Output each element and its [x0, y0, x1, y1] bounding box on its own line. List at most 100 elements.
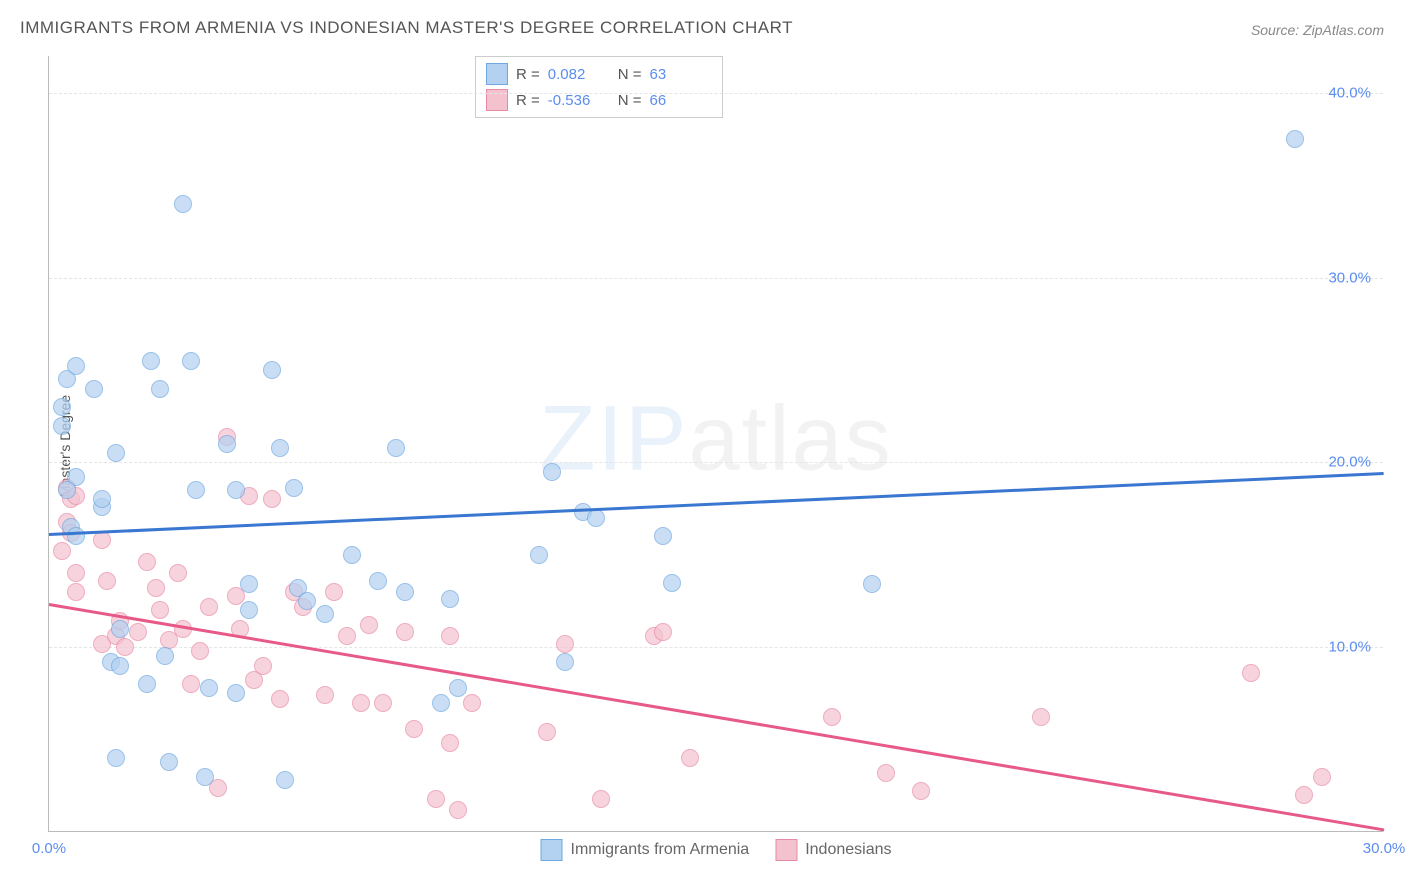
scatter-point — [191, 642, 209, 660]
swatch-armenia — [540, 839, 562, 861]
swatch-armenia — [486, 63, 508, 85]
scatter-point — [432, 694, 450, 712]
stats-legend: R = 0.082 N = 63 R = -0.536 N = 66 — [475, 56, 723, 118]
scatter-point — [67, 357, 85, 375]
scatter-point — [254, 657, 272, 675]
scatter-point — [227, 481, 245, 499]
scatter-point — [200, 598, 218, 616]
scatter-point — [1295, 786, 1313, 804]
scatter-point — [663, 574, 681, 592]
scatter-point — [67, 583, 85, 601]
scatter-point — [654, 527, 672, 545]
scatter-point — [240, 575, 258, 593]
scatter-point — [396, 623, 414, 641]
chart-title: IMMIGRANTS FROM ARMENIA VS INDONESIAN MA… — [20, 18, 793, 38]
scatter-point — [151, 601, 169, 619]
scatter-point — [182, 352, 200, 370]
scatter-point — [271, 690, 289, 708]
ytick-label: 20.0% — [1328, 454, 1371, 471]
n-value-armenia: 63 — [650, 66, 712, 83]
scatter-point — [107, 749, 125, 767]
scatter-point — [543, 463, 561, 481]
legend-label-armenia: Immigrants from Armenia — [570, 841, 749, 859]
gridline — [49, 462, 1383, 463]
watermark: ZIPatlas — [539, 386, 892, 491]
scatter-point — [530, 546, 548, 564]
scatter-point — [449, 801, 467, 819]
scatter-point — [227, 684, 245, 702]
scatter-point — [343, 546, 361, 564]
watermark-atlas: atlas — [688, 387, 892, 489]
trendline-indonesia — [49, 603, 1384, 831]
scatter-point — [263, 361, 281, 379]
scatter-point — [53, 542, 71, 560]
scatter-point — [107, 444, 125, 462]
scatter-point — [556, 653, 574, 671]
scatter-point — [405, 720, 423, 738]
scatter-point — [116, 638, 134, 656]
scatter-point — [240, 601, 258, 619]
r-label: R = — [516, 92, 540, 109]
scatter-point — [374, 694, 392, 712]
scatter-point — [85, 380, 103, 398]
scatter-point — [441, 627, 459, 645]
scatter-point — [325, 583, 343, 601]
n-label: N = — [618, 66, 642, 83]
legend-item-armenia: Immigrants from Armenia — [540, 839, 749, 861]
ytick-label: 40.0% — [1328, 84, 1371, 101]
scatter-point — [138, 675, 156, 693]
scatter-point — [427, 790, 445, 808]
gridline — [49, 647, 1383, 648]
scatter-point — [67, 527, 85, 545]
scatter-point — [338, 627, 356, 645]
gridline — [49, 278, 1383, 279]
stats-row-armenia: R = 0.082 N = 63 — [486, 61, 712, 87]
scatter-point — [98, 572, 116, 590]
scatter-point — [654, 623, 672, 641]
scatter-point — [463, 694, 481, 712]
scatter-point — [138, 553, 156, 571]
scatter-point — [142, 352, 160, 370]
scatter-point — [387, 439, 405, 457]
n-label: N = — [618, 92, 642, 109]
scatter-point — [151, 380, 169, 398]
scatter-point — [441, 734, 459, 752]
scatter-point — [360, 616, 378, 634]
scatter-point — [316, 605, 334, 623]
scatter-point — [877, 764, 895, 782]
scatter-point — [441, 590, 459, 608]
scatter-point — [147, 579, 165, 597]
scatter-point — [271, 439, 289, 457]
scatter-point — [129, 623, 147, 641]
scatter-point — [67, 564, 85, 582]
stats-row-indonesia: R = -0.536 N = 66 — [486, 87, 712, 113]
xtick-label: 30.0% — [1363, 840, 1406, 857]
scatter-point — [182, 675, 200, 693]
scatter-point — [587, 509, 605, 527]
scatter-point — [1286, 130, 1304, 148]
swatch-indonesia — [775, 839, 797, 861]
scatter-point — [681, 749, 699, 767]
scatter-point — [218, 435, 236, 453]
scatter-point — [1242, 664, 1260, 682]
scatter-point — [556, 635, 574, 653]
bottom-legend: Immigrants from Armenia Indonesians — [540, 839, 891, 861]
scatter-point — [449, 679, 467, 697]
scatter-point — [93, 490, 111, 508]
scatter-point — [263, 490, 281, 508]
scatter-point — [196, 768, 214, 786]
scatter-point — [538, 723, 556, 741]
watermark-zip: ZIP — [539, 387, 688, 489]
ytick-label: 10.0% — [1328, 639, 1371, 656]
scatter-point — [58, 481, 76, 499]
xtick-label: 0.0% — [32, 840, 66, 857]
plot-area: ZIPatlas R = 0.082 N = 63 R = -0.536 N =… — [48, 56, 1383, 832]
scatter-point — [53, 398, 71, 416]
source-label: Source: ZipAtlas.com — [1251, 22, 1384, 38]
gridline — [49, 93, 1383, 94]
scatter-point — [352, 694, 370, 712]
scatter-point — [111, 657, 129, 675]
scatter-point — [200, 679, 218, 697]
n-value-indonesia: 66 — [650, 92, 712, 109]
scatter-point — [592, 790, 610, 808]
